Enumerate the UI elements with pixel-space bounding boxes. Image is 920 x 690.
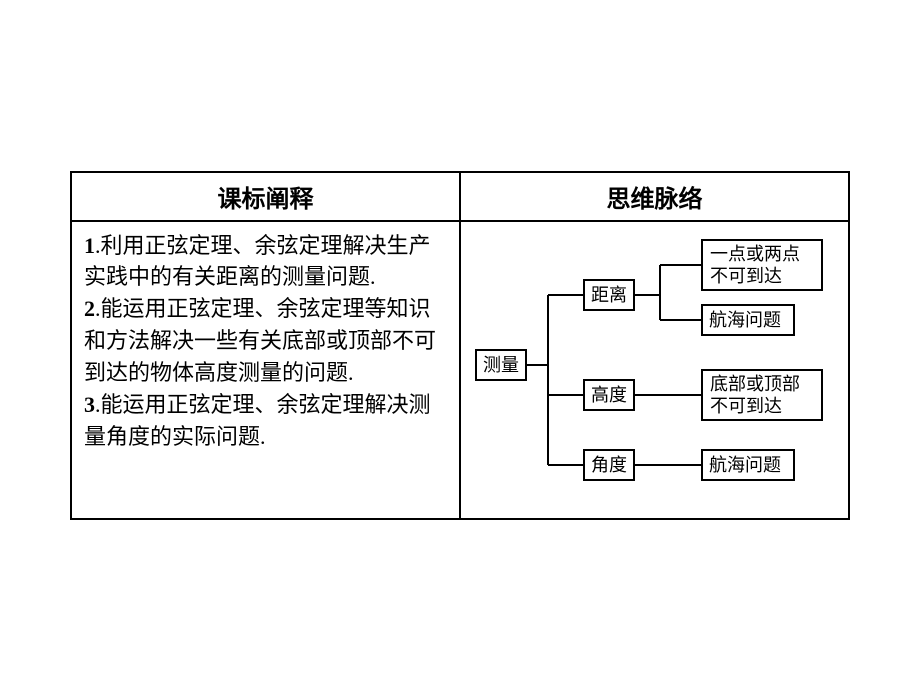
leaf-b1-l1: 底部或顶部 xyxy=(710,374,800,394)
leaf-a1-l2: 不可到达 xyxy=(710,266,782,286)
leaf-a1-l1: 一点或两点 xyxy=(710,244,800,264)
node-angle-label: 角度 xyxy=(591,455,627,475)
goal-num-1: 1 xyxy=(84,233,95,258)
goal-num-2: 2 xyxy=(84,296,95,321)
leaf-c1-label: 航海问题 xyxy=(709,455,781,475)
node-height-label: 高度 xyxy=(591,385,627,405)
leaf-a2-label: 航海问题 xyxy=(709,310,781,330)
goal-1: 1.利用正弦定理、余弦定理解决生产实践中的有关距离的测量问题. xyxy=(84,230,447,294)
node-root-label: 测量 xyxy=(483,355,519,375)
diagram-cell: 测量 距离 高度 角度 一点或两点 不可到达 航海问题 底部或顶部 不可到达 xyxy=(460,221,849,519)
goal-text-2: .能运用正弦定理、余弦定理等知识和方法解决一些有关底部或顶部不可到达的物体高度测… xyxy=(84,296,436,385)
header-right: 思维脉络 xyxy=(460,172,849,221)
goals-cell: 1.利用正弦定理、余弦定理解决生产实践中的有关距离的测量问题. 2.能运用正弦定… xyxy=(71,221,460,519)
leaf-b1-l2: 不可到达 xyxy=(710,396,782,416)
content-table: 课标阐释 思维脉络 1.利用正弦定理、余弦定理解决生产实践中的有关距离的测量问题… xyxy=(70,171,850,520)
goal-2: 2.能运用正弦定理、余弦定理等知识和方法解决一些有关底部或顶部不可到达的物体高度… xyxy=(84,293,447,389)
goal-text-3: .能运用正弦定理、余弦定理解决测量角度的实际问题. xyxy=(84,392,431,449)
goal-num-3: 3 xyxy=(84,392,95,417)
goal-text-1: .利用正弦定理、余弦定理解决生产实践中的有关距离的测量问题. xyxy=(84,233,431,290)
node-distance-label: 距离 xyxy=(591,285,627,305)
goal-3: 3.能运用正弦定理、余弦定理解决测量角度的实际问题. xyxy=(84,389,447,453)
header-left: 课标阐释 xyxy=(71,172,460,221)
tree-diagram: 测量 距离 高度 角度 一点或两点 不可到达 航海问题 底部或顶部 不可到达 xyxy=(470,230,840,510)
